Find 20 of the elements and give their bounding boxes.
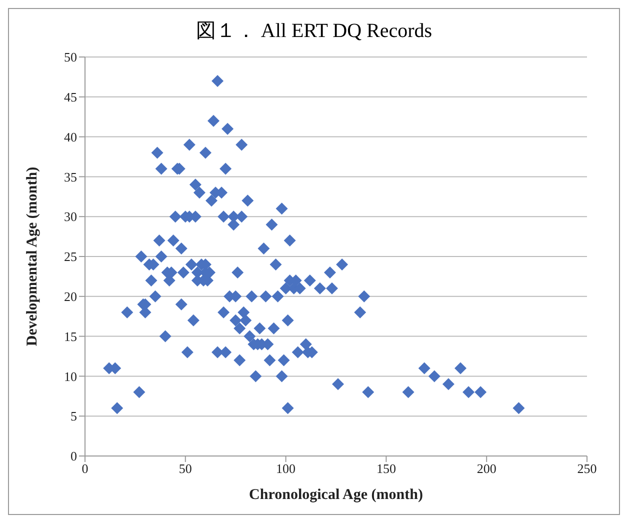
chart-title: 図１． All ERT DQ Records — [194, 19, 434, 44]
x-tick-label: 250 — [577, 461, 597, 476]
y-tick-label: 50 — [64, 50, 77, 65]
y-tick-label: 0 — [70, 448, 77, 464]
y-tick-label: 10 — [64, 368, 77, 384]
x-tick-label: 50 — [178, 461, 192, 476]
x-tick-label: 200 — [476, 461, 496, 476]
y-tick-label: 5 — [70, 408, 77, 424]
y-tick-label: 20 — [64, 289, 77, 304]
y-tick-label: 45 — [64, 90, 77, 105]
x-tick-label: 0 — [82, 461, 88, 476]
y-tick-label: 25 — [64, 249, 77, 264]
y-axis-title: Developmental Age (month) — [24, 166, 40, 346]
x-axis-title: Chronological Age (month) — [249, 487, 423, 503]
y-tick-label: 35 — [64, 169, 77, 184]
y-tick-label: 40 — [64, 129, 77, 144]
x-tick-label: 100 — [276, 461, 296, 476]
x-tick-label: 150 — [376, 461, 396, 476]
y-tick-label: 15 — [64, 328, 77, 344]
y-tick-label: 30 — [64, 209, 77, 224]
